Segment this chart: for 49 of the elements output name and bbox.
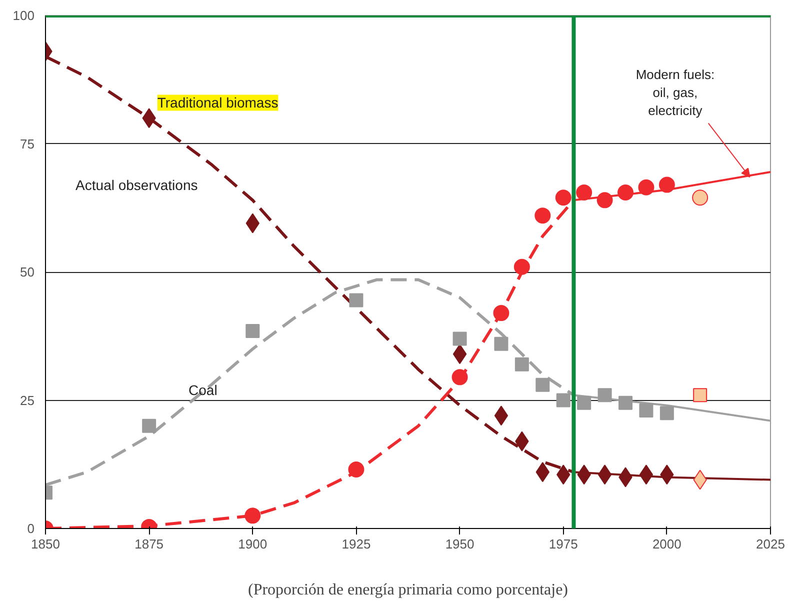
y-tick-label: 100 — [12, 8, 35, 23]
point — [556, 393, 570, 408]
point — [494, 406, 508, 426]
x-tick-label: 1900 — [238, 536, 268, 552]
point — [514, 357, 529, 372]
x-tick-label: 1950 — [445, 536, 474, 552]
y-tick-label: 25 — [20, 392, 35, 408]
point — [348, 462, 364, 478]
point — [638, 179, 654, 196]
point — [660, 406, 674, 420]
point — [576, 184, 592, 200]
point — [349, 293, 364, 308]
x-tick-label: 1975 — [548, 536, 578, 552]
point — [618, 396, 632, 410]
point — [493, 305, 510, 322]
point — [639, 404, 654, 418]
x-tick-label: 1875 — [134, 536, 164, 552]
point — [494, 336, 508, 351]
point — [246, 324, 260, 338]
annotation: Modern fuels: oil, gas, electricity — [636, 67, 715, 118]
point — [452, 344, 467, 364]
point — [596, 192, 613, 208]
point — [555, 190, 572, 206]
point — [452, 369, 468, 386]
x-axis-title: (Proporción de energía primaria como porcentaje) — [248, 582, 568, 598]
y-tick-label: 0 — [27, 521, 35, 536]
point — [577, 396, 592, 410]
x-tick-label: 2025 — [756, 536, 785, 552]
point — [534, 208, 551, 224]
point — [536, 378, 550, 392]
point — [452, 332, 467, 346]
point — [639, 464, 654, 485]
y-tick-label: 50 — [20, 264, 35, 280]
x-tick-label: 2000 — [652, 536, 682, 552]
point — [514, 258, 530, 275]
point — [142, 418, 156, 433]
x-tick-label: 1850 — [31, 536, 60, 552]
point — [598, 388, 612, 402]
x-tick-label: 1925 — [342, 536, 371, 552]
point — [692, 190, 708, 206]
annotation: Actual observations — [76, 176, 198, 193]
annotation: Traditional biomass — [157, 94, 278, 111]
point — [693, 388, 708, 402]
point — [244, 508, 261, 524]
point — [618, 184, 634, 200]
point — [598, 464, 612, 485]
point — [658, 176, 675, 193]
annotation: Coal — [188, 382, 218, 398]
y-tick-label: 75 — [20, 136, 35, 152]
